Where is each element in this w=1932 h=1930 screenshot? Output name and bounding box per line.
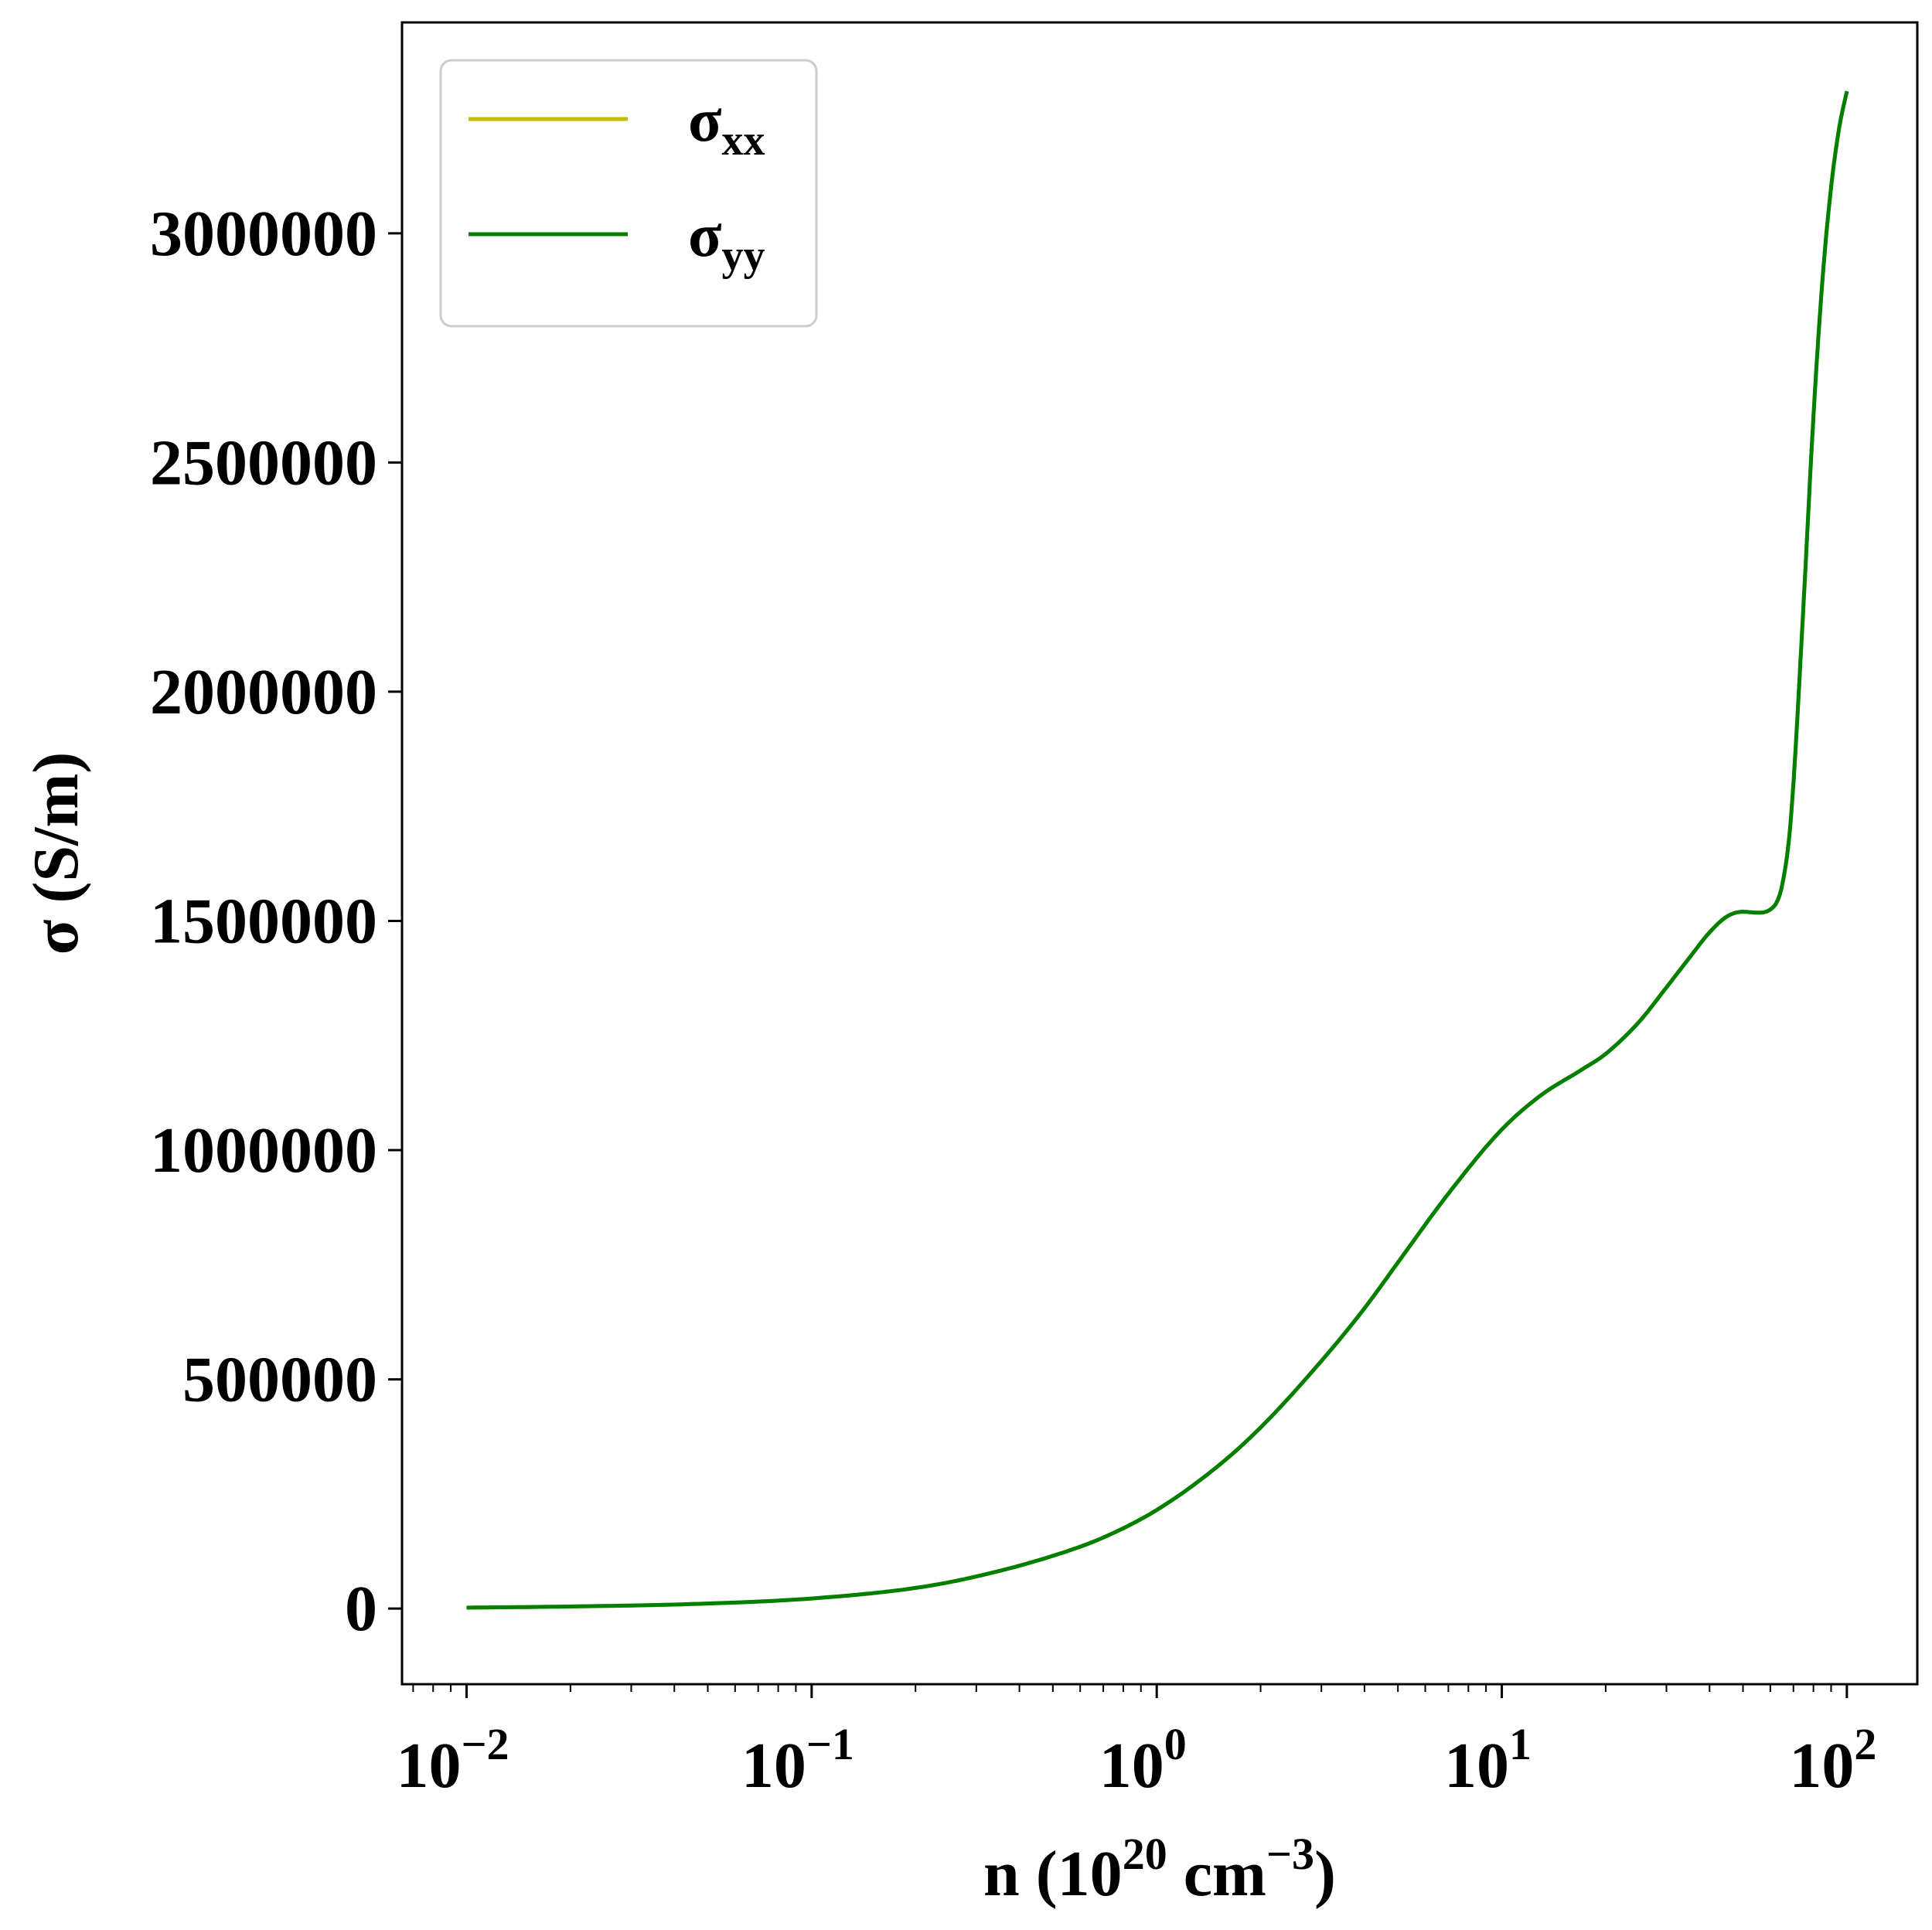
plot-frame bbox=[400, 21, 1919, 1686]
y-axis-title: σ (S/m) bbox=[20, 752, 92, 955]
x-axis-title-sup1: 20 bbox=[1123, 1829, 1167, 1879]
x-tick-label: 100 bbox=[1099, 1719, 1187, 1802]
series-layer bbox=[466, 90, 1849, 1610]
y-tick-label: 1000000 bbox=[150, 1115, 377, 1186]
y-tick-label: 2000000 bbox=[150, 656, 377, 728]
y-tick-label: 2500000 bbox=[150, 427, 377, 499]
x-axis-title-sup2: −3 bbox=[1266, 1829, 1314, 1879]
legend-label-sigma-xx: σxx bbox=[688, 87, 765, 165]
x-tick-label: 10−2 bbox=[396, 1719, 509, 1802]
y-tick-label: 3000000 bbox=[150, 198, 377, 270]
x-axis-title-mid: cm bbox=[1167, 1838, 1266, 1910]
x-axis-title-suffix: ) bbox=[1314, 1838, 1336, 1910]
y-tick-label: 500000 bbox=[182, 1344, 377, 1416]
x-tick-label: 101 bbox=[1444, 1719, 1532, 1802]
x-tick-label: 10−1 bbox=[741, 1719, 854, 1802]
legend-label-sigma-yy: σyy bbox=[688, 202, 765, 280]
x-axis: 10−2 10−1 100 101 102 bbox=[396, 1684, 1876, 1802]
legend-frame bbox=[439, 59, 818, 328]
x-axis-title-prefix: n (10 bbox=[983, 1838, 1123, 1910]
x-axis-title: n (1020 cm−3) bbox=[983, 1829, 1336, 1910]
y-axis: 0 500000 1000000 1500000 2000000 2500000 30000… bbox=[150, 198, 402, 1645]
y-tick-label: 1500000 bbox=[150, 885, 377, 957]
series-line-1 bbox=[466, 90, 1849, 1610]
legend: σxx σyy bbox=[439, 59, 818, 328]
y-tick-label: 0 bbox=[345, 1573, 377, 1645]
x-tick-label: 102 bbox=[1789, 1719, 1876, 1802]
